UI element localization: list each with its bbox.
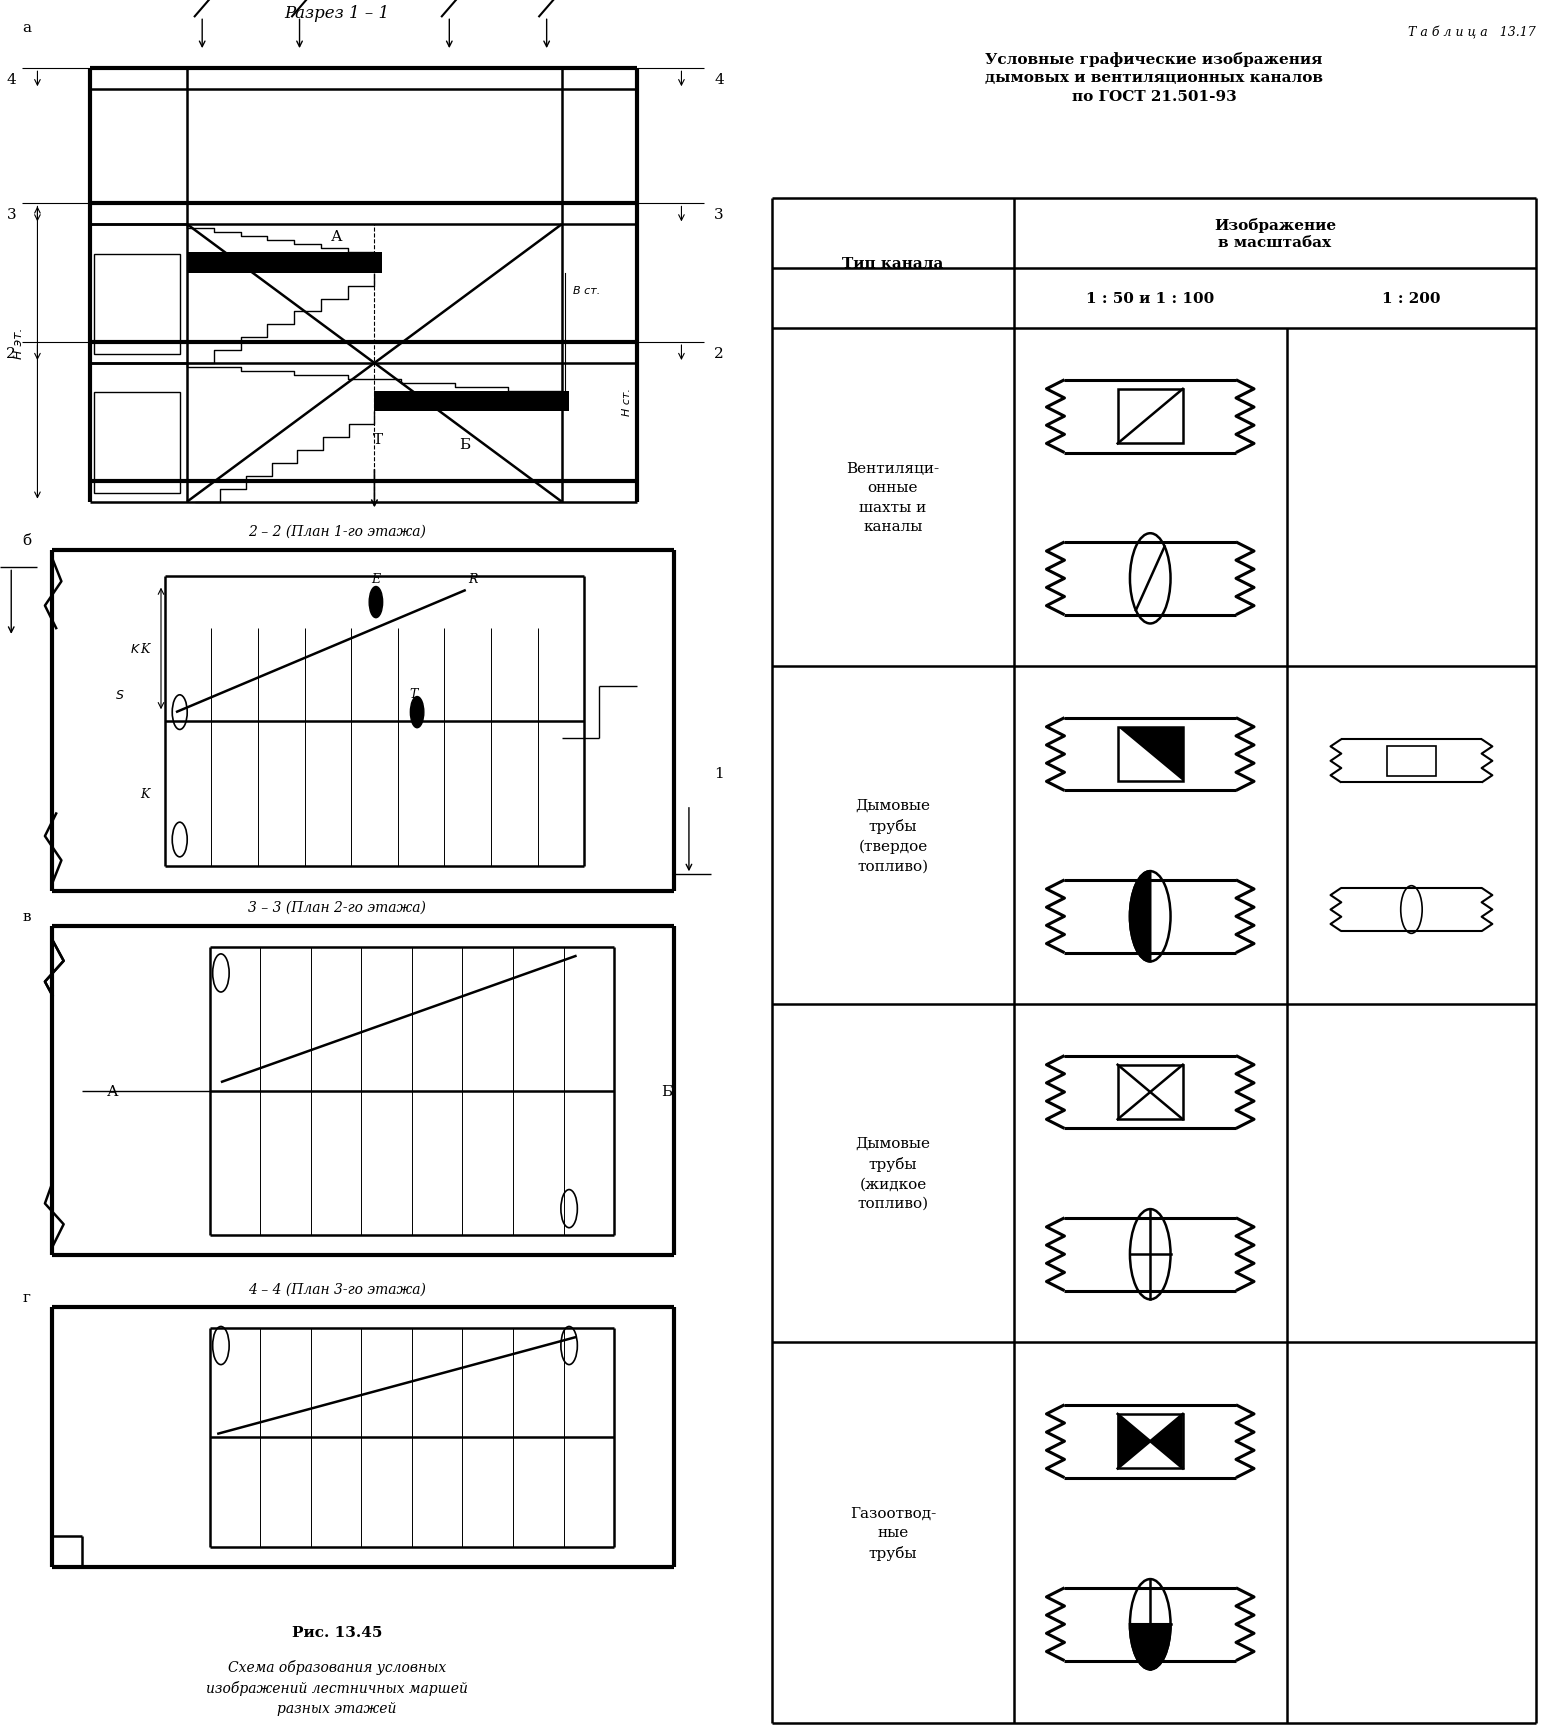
Text: Разрез 1 – 1: Разрез 1 – 1: [284, 5, 389, 23]
Text: А: А: [107, 1084, 117, 1098]
Text: 3: 3: [713, 208, 724, 222]
Polygon shape: [1118, 727, 1183, 781]
Text: Дымовые
трубы
(твердое
топливо): Дымовые трубы (твердое топливо): [855, 798, 931, 873]
Text: K: K: [141, 786, 150, 800]
Text: в: в: [23, 909, 31, 923]
Text: 2: 2: [713, 346, 724, 360]
Text: Дымовые
трубы
(жидкое
топливо): Дымовые трубы (жидкое топливо): [855, 1136, 931, 1211]
Text: Н ст.: Н ст.: [622, 388, 631, 416]
Bar: [94, 255, 179, 355]
Wedge shape: [1130, 1625, 1170, 1670]
Text: Газоотвод-
ные
трубы: Газоотвод- ные трубы: [849, 1505, 936, 1561]
Text: 2: 2: [6, 346, 15, 360]
Text: 3: 3: [6, 208, 15, 222]
Polygon shape: [1150, 1413, 1183, 1469]
Bar: [1118, 390, 1183, 443]
Text: 4: 4: [713, 73, 724, 87]
Text: T: T: [374, 433, 383, 447]
Text: 3 – 3 (План 2-го этажа): 3 – 3 (План 2-го этажа): [249, 901, 426, 914]
Bar: [94, 393, 179, 494]
Text: Условные графические изображения
дымовых и вентиляционных каналов
по ГОСТ 21.501: Условные графические изображения дымовых…: [985, 52, 1323, 104]
Bar: [375, 391, 570, 412]
Bar: [1387, 746, 1436, 776]
Text: 1: 1: [713, 766, 724, 781]
Text: Вентиляци-
онные
шахты и
каналы: Вентиляци- онные шахты и каналы: [846, 462, 939, 533]
Polygon shape: [1118, 1413, 1150, 1469]
Text: K: K: [141, 643, 150, 656]
Bar: [187, 253, 381, 274]
Text: Схема образования условных
изображений лестничных маршей
разных этажей: Схема образования условных изображений л…: [205, 1659, 468, 1715]
Text: Б: Б: [661, 1084, 672, 1098]
Text: T: T: [409, 688, 417, 700]
Text: 4: 4: [6, 73, 15, 87]
Text: S: S: [116, 689, 124, 701]
Text: А: А: [332, 230, 343, 244]
Text: 1 : 200: 1 : 200: [1382, 291, 1441, 307]
Text: В ст.: В ст.: [573, 286, 601, 296]
Text: а: а: [23, 21, 31, 35]
Text: E: E: [372, 572, 380, 585]
Text: г: г: [23, 1290, 31, 1304]
Text: K: K: [130, 643, 139, 656]
Text: 2 – 2 (План 1-го этажа): 2 – 2 (План 1-го этажа): [249, 525, 426, 539]
Text: б: б: [23, 533, 31, 547]
Text: 4 – 4 (План 3-го этажа): 4 – 4 (План 3-го этажа): [249, 1282, 426, 1296]
Text: 1 : 50 и 1 : 100: 1 : 50 и 1 : 100: [1085, 291, 1215, 307]
Bar: [1118, 727, 1183, 781]
Text: R: R: [468, 572, 479, 585]
Text: Изображение
в масштабах: Изображение в масштабах: [1214, 218, 1336, 249]
Text: Б: Б: [459, 438, 469, 452]
Wedge shape: [1130, 871, 1150, 961]
Circle shape: [369, 587, 383, 618]
Text: Н эт.: Н эт.: [12, 327, 25, 359]
Circle shape: [411, 696, 425, 727]
Text: Тип канала: Тип канала: [841, 256, 943, 272]
Bar: [1118, 1065, 1183, 1119]
Text: Т а б л и ц а   13.17: Т а б л и ц а 13.17: [1408, 26, 1536, 40]
Bar: [1118, 1413, 1183, 1469]
Text: Рис. 13.45: Рис. 13.45: [292, 1625, 383, 1638]
